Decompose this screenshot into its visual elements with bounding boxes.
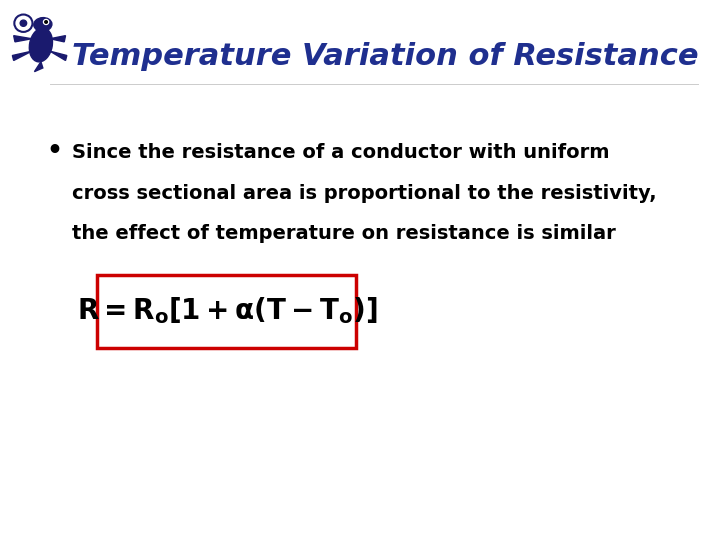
Text: Temperature Variation of Resistance: Temperature Variation of Resistance [72, 42, 698, 71]
Text: Since the resistance of a conductor with uniform: Since the resistance of a conductor with… [72, 143, 610, 162]
Polygon shape [14, 36, 32, 42]
Circle shape [45, 21, 48, 23]
Ellipse shape [34, 18, 52, 31]
Text: cross sectional area is proportional to the resistivity,: cross sectional area is proportional to … [72, 184, 657, 202]
Text: •: • [46, 139, 62, 163]
Polygon shape [50, 36, 66, 42]
Text: the effect of temperature on resistance is similar: the effect of temperature on resistance … [72, 224, 616, 243]
Ellipse shape [30, 28, 53, 62]
Circle shape [20, 20, 27, 26]
Polygon shape [35, 62, 43, 72]
Circle shape [43, 19, 49, 24]
Polygon shape [12, 51, 32, 60]
Polygon shape [50, 51, 67, 60]
FancyBboxPatch shape [97, 275, 356, 348]
Text: $\mathbf{R = R_o[1+\alpha(T-T_o)]}$: $\mathbf{R = R_o[1+\alpha(T-T_o)]}$ [76, 295, 377, 326]
